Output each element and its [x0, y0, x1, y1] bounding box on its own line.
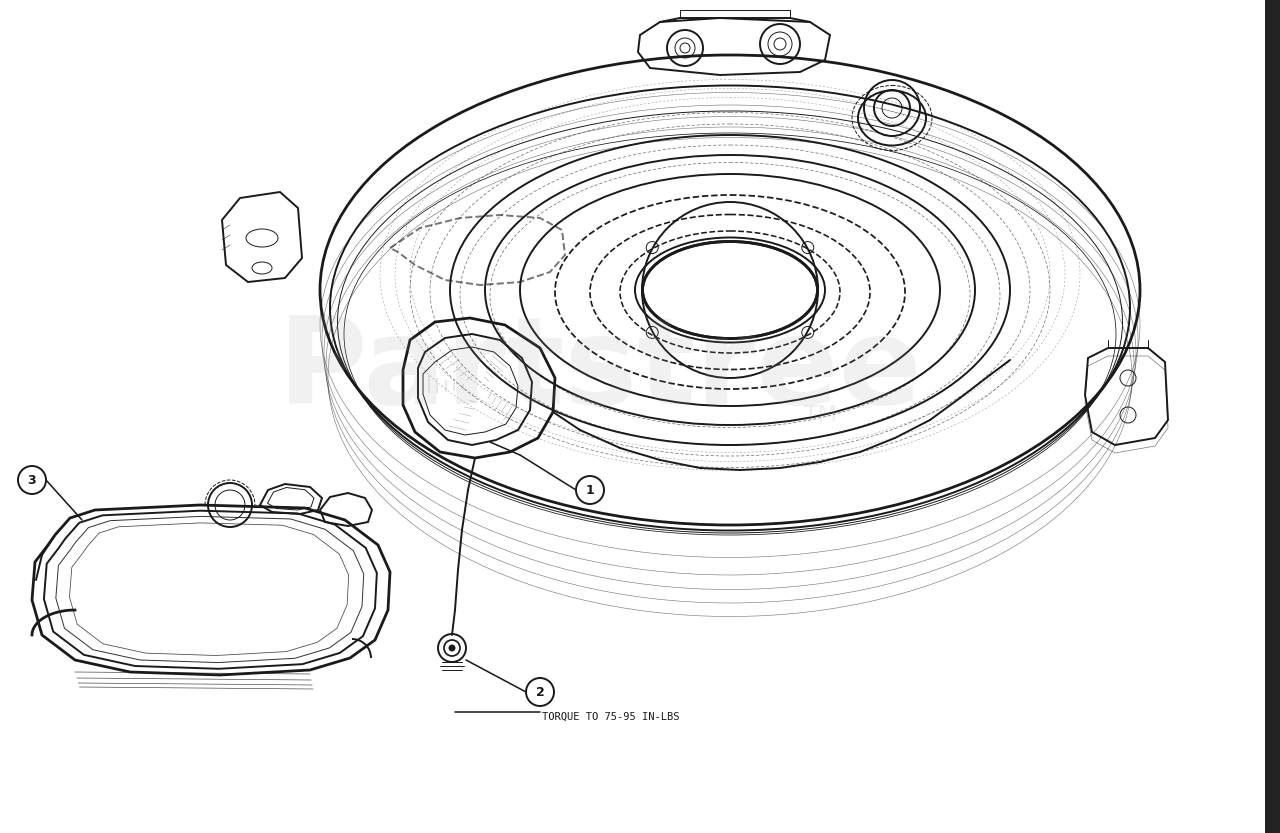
Circle shape [576, 476, 604, 504]
Circle shape [526, 678, 554, 706]
Circle shape [18, 466, 46, 494]
Text: TORQUE TO 75-95 IN-LBS: TORQUE TO 75-95 IN-LBS [541, 712, 680, 722]
Text: TM: TM [804, 405, 836, 425]
Text: 3: 3 [28, 473, 36, 486]
Circle shape [438, 634, 466, 662]
Text: 1: 1 [586, 483, 594, 496]
Text: Partstree: Partstree [278, 312, 923, 428]
Circle shape [449, 645, 454, 651]
Polygon shape [1265, 0, 1280, 833]
Text: 2: 2 [535, 686, 544, 699]
